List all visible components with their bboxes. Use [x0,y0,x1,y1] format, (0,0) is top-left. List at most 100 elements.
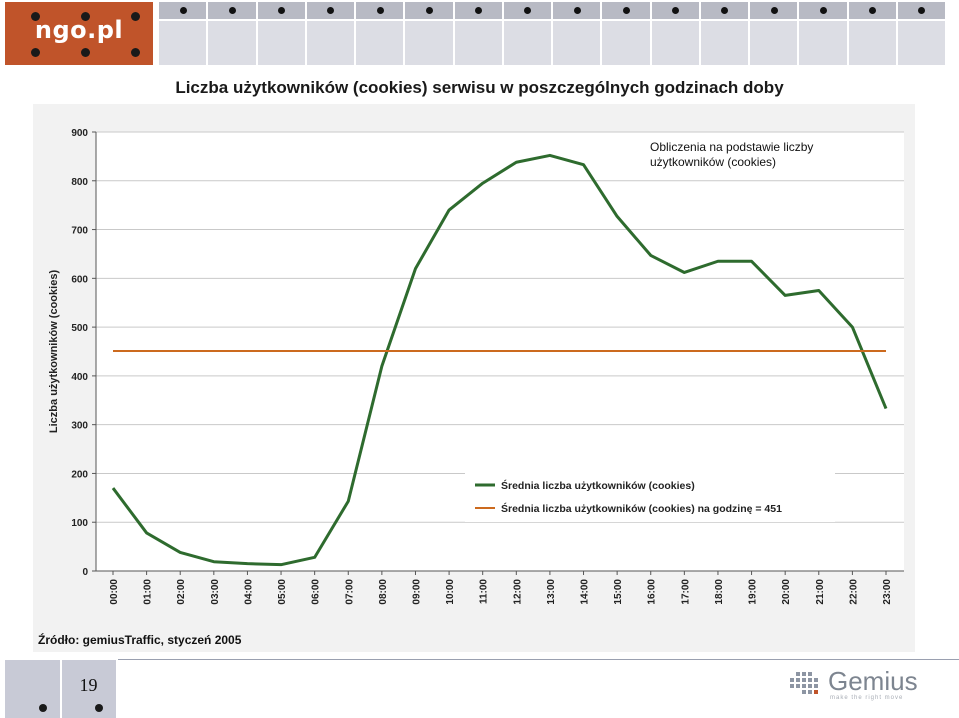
gemius-logo-mark-icon [790,672,818,694]
x-tick-label: 01:00 [143,579,154,605]
series-line-average-users [111,153,888,567]
header-strip-dot [475,7,483,14]
x-tick-label: 05:00 [277,579,288,605]
header-strip-dot [278,7,286,14]
header-strip-cell [452,2,502,65]
header-strip-dot [672,7,680,14]
header-strip-cell [501,2,551,65]
header-strip-cell [354,2,404,65]
x-tick-label: 00:00 [109,579,120,605]
header-strip-cell-bottom [897,21,945,65]
header-strip-cell [255,2,305,65]
x-tick-label: 08:00 [378,579,389,605]
header-strip-cell-bottom [356,21,404,65]
header-strip-cell-bottom [700,21,748,65]
header-strip-cell-bottom [799,21,847,65]
page-number-box: 19 [5,660,116,718]
x-tick-label: 09:00 [411,579,422,605]
line-chart: 0 100 200 300 400 500 600 700 800 900 00:00 01:00 02… [48,128,904,605]
logo-dot [81,48,90,57]
header-strip-cell [698,2,748,65]
header-strip-cell-bottom [602,21,650,65]
logo-dot [131,48,140,57]
header-strip-cell-bottom [208,21,256,65]
header-strip-cell-bottom [257,21,305,65]
header-strip-cell-bottom [651,21,699,65]
y-tick-label: 0 [82,567,88,578]
y-tick-label: 300 [71,421,88,432]
x-tick-label: 20:00 [781,579,792,605]
header-decorative-strip [157,2,945,65]
y-tick-label: 700 [71,226,88,237]
x-tick-label: 21:00 [815,579,826,605]
gemius-brand-text: Gemius [828,666,918,696]
header-strip-cell-bottom [553,21,601,65]
x-tick-label: 17:00 [680,579,691,605]
header-strip-cell [748,2,798,65]
legend-label: Średnia liczba użytkowników (cookies) [501,479,695,492]
annotation-line-1: Obliczenia na podstawie liczby [650,140,814,154]
header-strip-dot [425,7,433,14]
x-tick-label: 06:00 [311,579,322,605]
header-strip-cell [403,2,453,65]
logo-dot [31,48,40,57]
page-number: 19 [79,675,98,695]
page-box-dot [39,704,47,712]
footer-divider [118,659,959,660]
gemius-tagline: make the right move [830,695,904,701]
source-note: Źródło: gemiusTraffic, styczeń 2005 [38,633,242,647]
x-tick-label: 07:00 [344,579,355,605]
x-tick-label: 18:00 [714,579,725,605]
header-strip-dot [573,7,581,14]
header-strip-dot [770,7,778,14]
header-strip-cell [797,2,847,65]
x-tick-label: 03:00 [210,579,221,605]
x-tick-label: 13:00 [546,579,557,605]
header-strip-cell [600,2,650,65]
header-strip-cell-bottom [405,21,453,65]
y-axis-label: Liczba użytkowników (cookies) [48,270,60,434]
page-title: Liczba użytkowników (cookies) serwisu w … [175,78,784,97]
header-strip-dot [179,7,187,14]
logo-dot [31,12,40,21]
y-tick-label: 900 [71,128,88,139]
chart-panel: 0 100 200 300 400 500 600 700 800 900 00:00 01:00 02… [33,104,915,652]
y-tick-label: 400 [71,372,88,383]
y-tick-label: 500 [71,323,88,334]
header-strip-dot [918,7,926,14]
y-tick-label: 800 [71,177,88,188]
x-tick-label: 10:00 [445,579,456,605]
x-tick-label: 04:00 [243,579,254,605]
annotation-line-2: użytkowników (cookies) [650,155,777,169]
logo-dot [131,12,140,21]
header-strip-cell-bottom [159,21,207,65]
header-strip-cell [551,2,601,65]
header-strip-cell-bottom [454,21,502,65]
logo-text: ngo.pl [34,16,124,44]
x-tick-label: 23:00 [882,579,893,605]
page-box-divider [60,660,62,718]
header-strip-dot [327,7,335,14]
header-strip-cell [895,2,945,65]
x-tick-label: 14:00 [580,579,591,605]
header-strip-dot [228,7,236,14]
x-tick-label: 19:00 [748,579,759,605]
page-box-dot [95,704,103,712]
header-strip-cell-bottom [750,21,798,65]
header-strip-cell [206,2,256,65]
x-tick-label: 16:00 [647,579,658,605]
header-strip-dot [524,7,532,14]
header-strip-dot [721,7,729,14]
header-strip-dot [622,7,630,14]
logo-dot [81,12,90,21]
x-tick-label: 02:00 [176,579,187,605]
header-strip-dot [869,7,877,14]
header-strip-cell-bottom [306,21,354,65]
header-strip-cell-bottom [848,21,896,65]
chart-annotation: Obliczenia na podstawie liczby użytkowni… [650,140,850,170]
header-strip-cell [846,2,896,65]
y-tick-label: 600 [71,274,88,285]
header-strip-dot [376,7,384,14]
x-tick-label: 15:00 [613,579,624,605]
header-strip-cell [304,2,354,65]
